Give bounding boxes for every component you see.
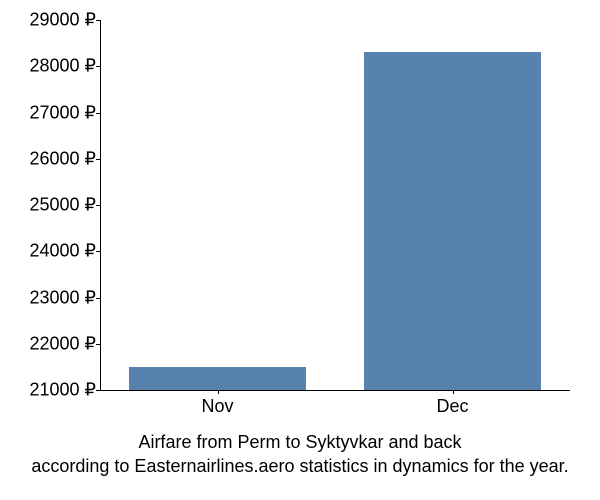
y-tick-label: 28000 ₽	[29, 56, 96, 77]
y-tick-mark	[96, 66, 100, 67]
bar	[364, 52, 540, 390]
chart-caption: Airfare from Perm to Syktyvkar and back …	[0, 430, 600, 479]
x-tick-label: Nov	[201, 396, 233, 417]
y-tick-label: 24000 ₽	[29, 241, 96, 262]
bar	[129, 367, 305, 390]
y-tick-label: 23000 ₽	[29, 287, 96, 308]
y-tick-label: 25000 ₽	[29, 195, 96, 216]
caption-line-2: according to Easternairlines.aero statis…	[31, 456, 568, 476]
plot-area	[100, 20, 570, 390]
x-tick-label: Dec	[436, 396, 468, 417]
x-tick-mark	[453, 390, 454, 394]
y-tick-label: 26000 ₽	[29, 148, 96, 169]
y-tick-mark	[96, 159, 100, 160]
y-tick-label: 27000 ₽	[29, 102, 96, 123]
y-tick-mark	[96, 113, 100, 114]
y-tick-label: 21000 ₽	[29, 380, 96, 401]
y-tick-mark	[96, 205, 100, 206]
airfare-bar-chart: 21000 ₽ 22000 ₽ 23000 ₽ 24000 ₽ 25000 ₽ 26000…	[0, 0, 600, 500]
x-tick-mark	[218, 390, 219, 394]
y-tick-label: 29000 ₽	[29, 10, 96, 31]
y-tick-mark	[96, 298, 100, 299]
y-tick-mark	[96, 390, 100, 391]
caption-line-1: Airfare from Perm to Syktyvkar and back	[138, 432, 461, 452]
y-tick-mark	[96, 344, 100, 345]
y-tick-label: 22000 ₽	[29, 333, 96, 354]
x-axis-line	[100, 390, 570, 391]
y-tick-mark	[96, 20, 100, 21]
y-tick-mark	[96, 251, 100, 252]
